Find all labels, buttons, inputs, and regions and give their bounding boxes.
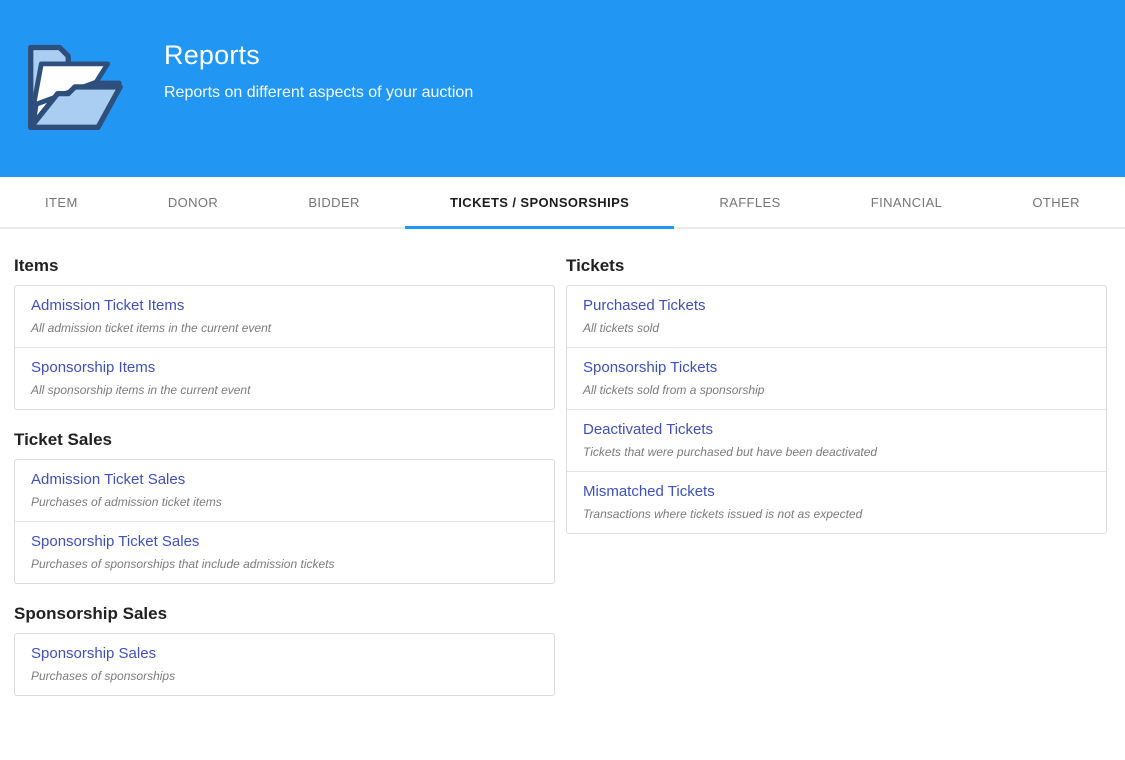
report-link-mismatched-tickets[interactable]: Mismatched Tickets	[583, 483, 715, 500]
report-description: Tickets that were purchased but have bee…	[583, 445, 878, 459]
tab-bar: ITEM DONOR BIDDER TICKETS / SPONSORSHIPS RAF…	[0, 177, 1125, 229]
section-items: Items Admission Ticket Items All admission…	[14, 256, 555, 410]
report-description: All admission ticket items in the curren…	[31, 321, 272, 335]
report-link-admission-ticket-items[interactable]: Admission Ticket Items	[31, 297, 185, 314]
report-link-sponsorship-ticket-sales[interactable]: Sponsorship Ticket Sales	[31, 533, 200, 550]
report-description: All tickets sold	[583, 321, 660, 335]
report-row-sponsorship-ticket-sales[interactable]: Sponsorship Ticket Sales Purchases of spo…	[15, 522, 554, 583]
section-heading: Tickets	[566, 256, 625, 275]
tab-raffles[interactable]: RAFFLES	[719, 194, 781, 210]
report-card: Admission Ticket Items All admission tick…	[14, 285, 555, 410]
section-sponsorship-sales: Sponsorship Sales Sponsorship Sales Purcha…	[14, 604, 555, 696]
report-row-sponsorship-tickets[interactable]: Sponsorship Tickets All tickets sold from…	[567, 348, 1106, 410]
report-link-sponsorship-tickets[interactable]: Sponsorship Tickets	[583, 359, 718, 376]
page-subtitle: Reports on different aspects of your auc…	[164, 84, 474, 101]
tab-tickets-sponsorships[interactable]: TICKETS / SPONSORSHIPS	[404, 177, 675, 229]
report-description: Purchases of sponsorships	[31, 669, 176, 683]
tab-donor[interactable]: DONOR	[167, 194, 219, 210]
report-description: Purchases of sponsorships that include a…	[31, 557, 335, 571]
tab-bidder[interactable]: BIDDER	[308, 194, 360, 210]
page-header: Reports Reports on different aspects of …	[0, 0, 1125, 177]
tab-financial[interactable]: FINANCIAL	[870, 194, 943, 210]
open-folder-icon	[24, 33, 124, 137]
tab-other[interactable]: OTHER	[1032, 194, 1080, 210]
report-description: Purchases of admission ticket items	[31, 495, 222, 509]
report-row-deactivated-tickets[interactable]: Deactivated Tickets Tickets that were pur…	[567, 410, 1106, 472]
section-heading: Items	[14, 256, 59, 275]
report-link-deactivated-tickets[interactable]: Deactivated Tickets	[583, 421, 714, 438]
reports-content: Items Admission Ticket Items All admission…	[0, 229, 1125, 696]
report-link-sponsorship-sales[interactable]: Sponsorship Sales	[31, 645, 157, 662]
report-description: Transactions where tickets issued is not…	[583, 507, 863, 521]
report-card: Sponsorship Sales Purchases of sponsorshi…	[14, 633, 555, 696]
report-description: All sponsorship items in the current eve…	[31, 383, 251, 397]
header-text: Reports Reports on different aspects of …	[164, 33, 473, 102]
report-link-admission-ticket-sales[interactable]: Admission Ticket Sales	[31, 471, 186, 488]
page-title: Reports	[164, 40, 260, 70]
section-tickets: Tickets Purchased Tickets All tickets sold…	[566, 256, 1107, 534]
report-row-admission-ticket-items[interactable]: Admission Ticket Items All admission tick…	[15, 286, 554, 348]
section-heading: Sponsorship Sales	[14, 604, 168, 623]
section-heading: Ticket Sales	[14, 430, 112, 449]
report-card: Admission Ticket Sales Purchases of admis…	[14, 459, 555, 584]
tab-item[interactable]: ITEM	[45, 194, 78, 210]
report-row-sponsorship-items[interactable]: Sponsorship Items All sponsorship items i…	[15, 348, 554, 409]
report-link-purchased-tickets[interactable]: Purchased Tickets	[583, 297, 706, 314]
report-row-sponsorship-sales[interactable]: Sponsorship Sales Purchases of sponsorshi…	[15, 634, 554, 695]
column-left: Items Admission Ticket Items All admission…	[14, 256, 555, 696]
report-row-admission-ticket-sales[interactable]: Admission Ticket Sales Purchases of admis…	[15, 460, 554, 522]
report-row-purchased-tickets[interactable]: Purchased Tickets All tickets sold	[567, 286, 1106, 348]
column-right: Tickets Purchased Tickets All tickets sold…	[566, 256, 1107, 534]
section-ticket-sales: Ticket Sales Admission Ticket Sales Purcha…	[14, 430, 555, 584]
report-card: Purchased Tickets All tickets sold Sponsor…	[566, 285, 1107, 534]
report-description: All tickets sold from a sponsorship	[583, 383, 765, 397]
report-link-sponsorship-items[interactable]: Sponsorship Items	[31, 359, 156, 376]
report-row-mismatched-tickets[interactable]: Mismatched Tickets Transactions where tic…	[567, 472, 1106, 533]
